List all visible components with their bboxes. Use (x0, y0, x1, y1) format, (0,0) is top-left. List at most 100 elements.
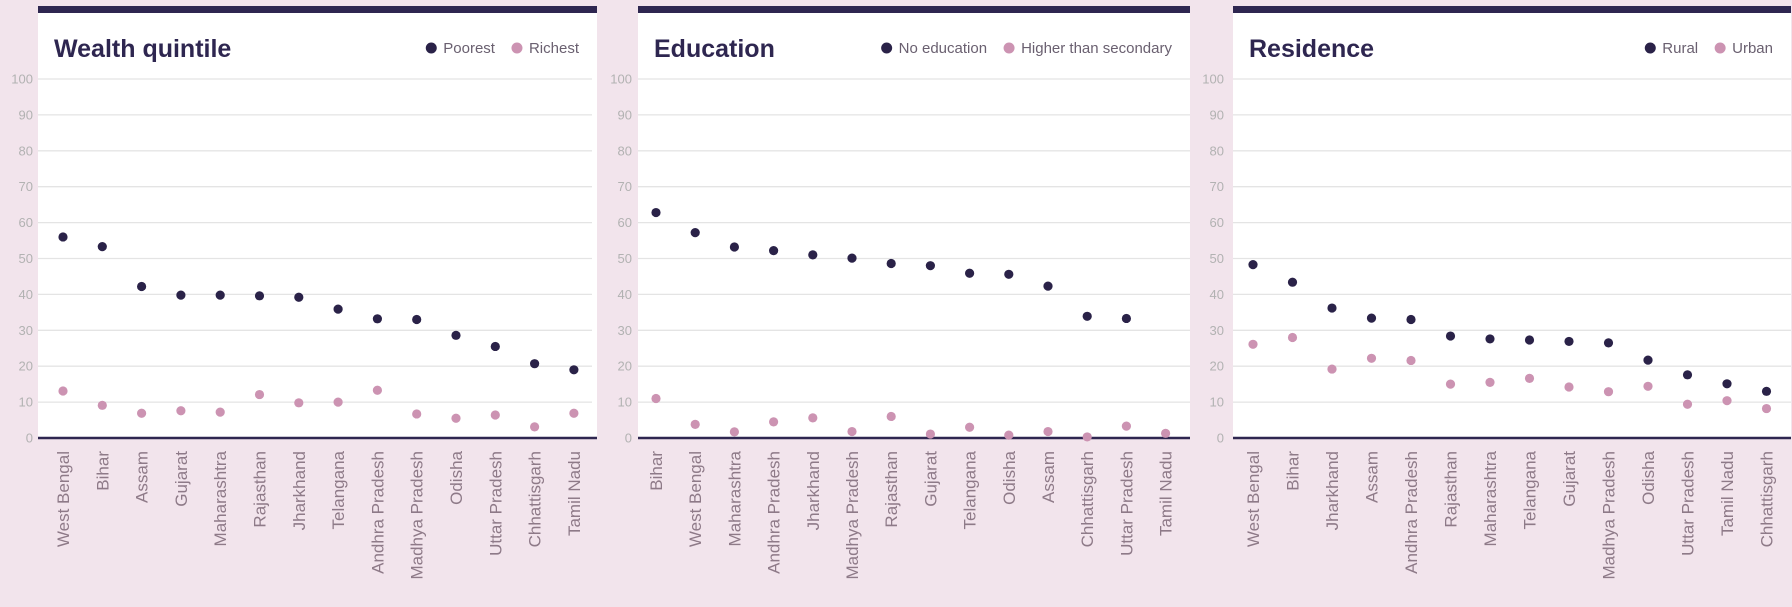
x-category-label: Maharashtra (1481, 450, 1500, 546)
data-point-light (137, 408, 147, 418)
x-category-label: Bihar (1284, 451, 1303, 491)
x-category-label: Assam (1039, 451, 1058, 503)
data-point-light (1682, 399, 1693, 409)
x-category-label: Madhya Pradesh (1600, 451, 1619, 580)
data-point-dark (215, 290, 225, 300)
chart-title: Education (654, 35, 775, 63)
data-point-dark (176, 290, 186, 300)
data-point-dark (1121, 313, 1131, 324)
y-tick-label: 20 (19, 359, 33, 374)
data-point-light (530, 422, 540, 432)
data-point-dark (808, 250, 818, 260)
data-point-light (1121, 421, 1131, 431)
data-point-light (1722, 396, 1732, 406)
data-point-dark (965, 268, 975, 278)
chart-panel-1: 0 10 20 30 40 50 60 70 80 90 100 Education Higher th… (596, 0, 1200, 607)
data-point-dark (254, 291, 265, 301)
data-point-light (847, 426, 857, 437)
data-point-light (925, 429, 935, 439)
y-tick-label: 30 (19, 323, 33, 338)
x-category-label: Andhra Pradesh (765, 451, 784, 574)
data-point-dark (1564, 336, 1574, 347)
y-tick-label: 70 (19, 179, 33, 194)
legend-label: Rural (1662, 40, 1698, 57)
data-point-light (176, 406, 186, 416)
data-point-dark (1761, 386, 1772, 396)
data-point-dark (925, 261, 935, 271)
y-tick-label: 40 (1210, 287, 1224, 302)
data-point-dark (372, 314, 382, 324)
y-tick-label: 60 (1210, 215, 1224, 230)
chart-svg: 0 10 20 30 40 50 60 70 80 90 100 Education Higher th… (610, 6, 1190, 580)
x-category-label: Telangana (961, 450, 980, 529)
y-tick-label: 20 (618, 359, 632, 374)
x-category-label: Tamil Nadu (1718, 451, 1737, 536)
data-point-dark (1043, 281, 1053, 291)
y-tick-label: 10 (618, 395, 632, 410)
data-point-light (97, 400, 107, 410)
data-point-light (651, 393, 661, 404)
x-category-label: Bihar (647, 451, 666, 491)
data-point-light (1248, 339, 1258, 349)
x-category-label: Madhya Pradesh (843, 451, 862, 580)
data-point-light (1485, 377, 1495, 387)
y-tick-label: 100 (610, 72, 632, 87)
legend-label: Richest (529, 40, 580, 57)
data-point-light (1643, 381, 1653, 391)
y-tick-label: 100 (1202, 72, 1224, 87)
x-category-label: Maharashtra (725, 450, 744, 546)
data-point-dark (769, 246, 779, 256)
data-point-light (1161, 428, 1171, 438)
data-point-light (372, 385, 382, 395)
y-tick-label: 30 (618, 323, 632, 338)
data-point-light (729, 427, 739, 437)
y-tick-label: 50 (618, 251, 632, 266)
data-point-dark (1004, 269, 1014, 279)
data-point-light (333, 397, 343, 407)
x-category-label: Tamil Nadu (565, 451, 584, 536)
y-tick-label: 50 (19, 251, 33, 266)
y-tick-label: 30 (1210, 323, 1224, 338)
x-category-label: Jharkhand (1323, 451, 1342, 530)
x-category-label: Odisha (1639, 450, 1658, 504)
data-point-dark (886, 258, 896, 269)
data-point-light (215, 407, 225, 417)
chart-title: Wealth quintile (54, 35, 231, 63)
x-category-label: Odisha (1000, 450, 1019, 504)
data-point-dark (1722, 379, 1732, 389)
data-point-light (1004, 430, 1014, 440)
data-point-light (769, 417, 779, 427)
x-category-label: Maharashtra (211, 450, 230, 546)
data-point-dark (651, 207, 661, 218)
data-point-dark (451, 330, 461, 340)
x-category-label: Rajasthan (251, 451, 270, 528)
data-point-light (1445, 379, 1456, 389)
data-point-light (1406, 355, 1416, 366)
data-point-light (1761, 403, 1772, 414)
data-point-dark (847, 253, 857, 263)
y-tick-label: 40 (618, 287, 632, 302)
x-category-label: Chhattisgarh (1078, 451, 1097, 547)
y-tick-label: 70 (618, 179, 632, 194)
data-point-dark (1287, 277, 1298, 287)
x-category-label: Gujarat (1560, 451, 1579, 507)
y-tick-label: 0 (26, 431, 33, 446)
legend-marker (511, 42, 523, 54)
chart-panel-0: 0 10 20 30 40 50 60 70 80 90 100 Wealth quintile Ric… (0, 0, 607, 607)
legend-marker (881, 42, 893, 54)
data-point-light (1564, 382, 1574, 392)
legend-marker (1644, 42, 1656, 54)
data-point-dark (1524, 335, 1535, 345)
legend-marker (1714, 42, 1726, 54)
x-category-label: Uttar Pradesh (1679, 451, 1698, 556)
data-point-dark (1445, 331, 1456, 341)
data-point-dark (569, 365, 579, 375)
x-category-label: Gujarat (172, 451, 191, 507)
x-category-label: Assam (1363, 451, 1382, 503)
data-point-dark (97, 242, 107, 252)
data-point-dark (294, 292, 304, 302)
legend-label: Poorest (443, 40, 496, 57)
data-point-light (1366, 353, 1377, 363)
data-point-light (569, 408, 579, 418)
